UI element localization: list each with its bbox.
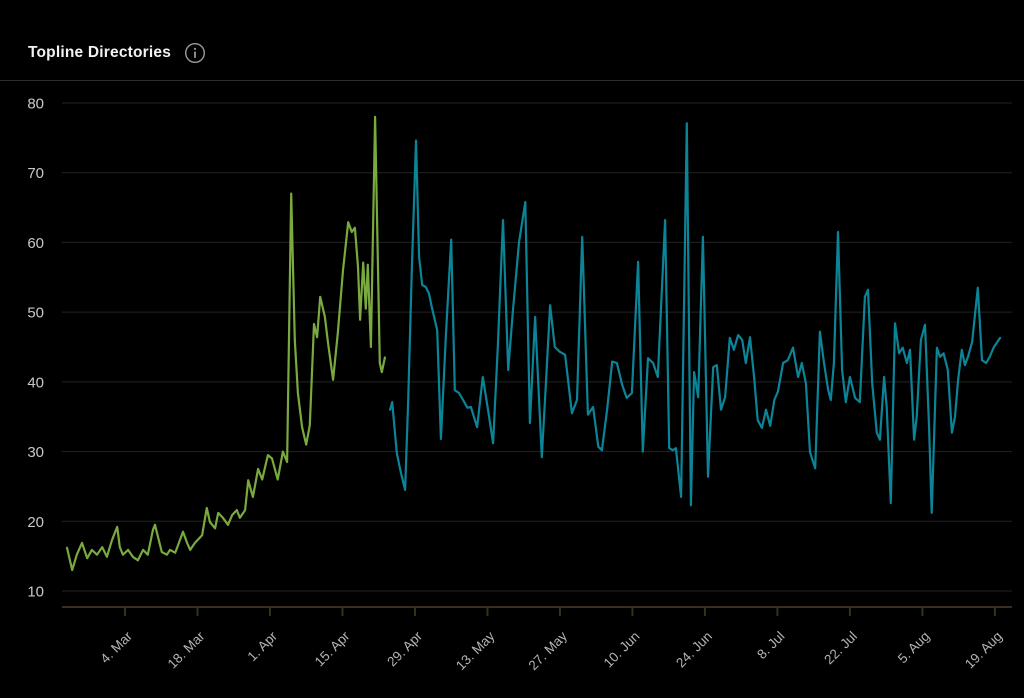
series-1-green: [65, 115, 386, 572]
x-axis-tick-label: 15. Apr: [312, 628, 353, 669]
x-axis-tick-label: 4. Mar: [97, 628, 135, 666]
y-axis-tick-label: 70: [27, 165, 44, 182]
y-axis-tick-label: 30: [27, 444, 44, 461]
header-divider: [0, 80, 1024, 81]
x-axis-tick-label: 10. Jun: [601, 629, 643, 671]
x-axis-tick-label: 18. Mar: [165, 628, 208, 671]
y-axis-tick-label: 20: [27, 514, 44, 531]
x-axis-tick-label: 1. Apr: [245, 628, 281, 664]
x-axis-tick-label: 29. Apr: [384, 628, 425, 669]
y-axis-tick-label: 10: [27, 584, 44, 601]
x-axis-tick-label: 24. Jun: [673, 629, 715, 671]
chart-header: Topline Directories: [28, 42, 206, 64]
x-axis-tick-label: 5. Aug: [895, 629, 933, 667]
y-axis-tick-label: 50: [27, 305, 44, 322]
x-axis-tick-label: 22. Jul: [821, 629, 860, 668]
x-axis-tick-label: 13. May: [453, 628, 498, 673]
x-axis-tick-label: 27. May: [525, 628, 570, 673]
y-axis-tick-label: 40: [27, 374, 44, 391]
y-axis-tick-label: 60: [27, 235, 44, 252]
x-axis-tick-label: 19. Aug: [962, 629, 1005, 672]
y-axis-tick-label: 80: [27, 96, 44, 113]
info-icon[interactable]: [184, 42, 206, 64]
x-axis-tick-label: 8. Jul: [754, 629, 787, 662]
series-2-teal: [389, 122, 1002, 515]
chart-title: Topline Directories: [28, 44, 172, 62]
